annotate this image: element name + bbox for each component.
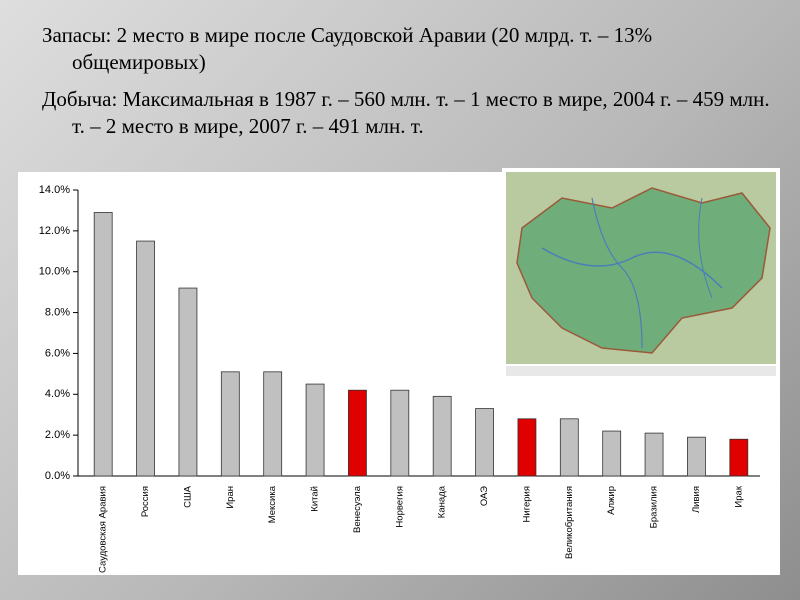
bar — [390, 389, 410, 477]
y-tick-label: 12.0% — [39, 225, 70, 237]
x-tick-label: Великобритания — [564, 486, 575, 559]
bar — [644, 432, 664, 477]
x-tick-label: Ирак — [733, 485, 744, 507]
bar — [517, 418, 537, 477]
y-tick-label: 6.0% — [45, 347, 70, 359]
y-tick-label: 10.0% — [39, 266, 70, 278]
paragraph: Запасы: 2 место в мире после Саудовской … — [42, 23, 653, 74]
x-tick-label: Россия — [140, 486, 151, 517]
bar — [687, 436, 706, 477]
x-tick-label: Венесуэла — [352, 485, 363, 533]
x-tick-label: Иран — [225, 486, 236, 509]
bar — [432, 395, 452, 477]
map-legend-bar — [506, 366, 776, 376]
y-tick-label: 8.0% — [45, 306, 70, 318]
bar — [475, 408, 494, 477]
slide-text: Запасы: 2 место в мире после Саудовской … — [42, 22, 782, 150]
bar — [220, 371, 240, 477]
x-tick-label: Нигерия — [521, 486, 532, 522]
y-tick-label: 0.0% — [45, 470, 70, 482]
x-tick-label: Алжир — [606, 486, 617, 515]
x-tick-label: Мексика — [267, 485, 278, 523]
map-region — [516, 187, 771, 354]
bar — [305, 383, 325, 477]
map-river — [698, 197, 713, 299]
bar — [729, 438, 749, 477]
x-tick-label: ОАЭ — [479, 486, 490, 506]
paragraph: Добыча: Максимальная в 1987 г. – 560 млн… — [42, 87, 770, 138]
bar — [136, 240, 155, 477]
y-tick-label: 4.0% — [45, 388, 70, 400]
map-river — [541, 247, 723, 289]
x-tick-label: Канада — [437, 485, 448, 518]
x-tick-label: Саудовская Аравия — [98, 486, 109, 573]
bar — [559, 418, 579, 477]
bar — [178, 287, 198, 477]
bar — [348, 389, 367, 477]
bar — [263, 371, 283, 477]
bar — [602, 430, 622, 477]
y-tick-label: 2.0% — [45, 429, 70, 441]
x-tick-label: Китай — [310, 486, 321, 512]
bar — [93, 212, 113, 477]
map-river — [591, 197, 643, 349]
map-image — [502, 168, 780, 380]
y-tick-label: 14.0% — [39, 184, 70, 196]
x-tick-label: Ливия — [691, 486, 702, 513]
x-tick-label: США — [182, 485, 193, 508]
x-tick-label: Норвегия — [394, 486, 405, 528]
x-tick-label: Бразилия — [649, 486, 660, 528]
